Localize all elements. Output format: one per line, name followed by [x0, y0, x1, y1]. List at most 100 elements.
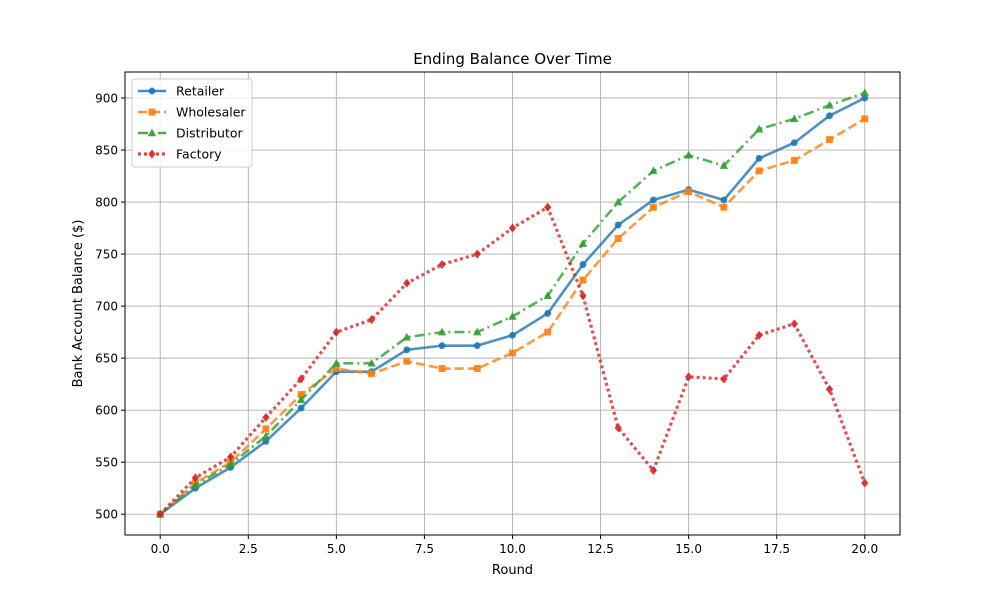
data-point-distributor [226, 459, 235, 468]
data-point-factory [825, 384, 834, 394]
data-point-wholesaler [755, 167, 763, 175]
data-point-distributor [578, 239, 588, 247]
data-point-factory [544, 202, 552, 212]
data-point-factory [684, 372, 693, 382]
data-point-factory [790, 319, 799, 329]
data-point-retailer [826, 112, 833, 120]
legend-marker-distributor [147, 128, 157, 137]
data-point-wholesaler [790, 156, 798, 164]
x-axis: 0.0 2.5 5.0 7.5 10.0 12.5 15.0 17.5 20.0 [151, 535, 878, 556]
data-point-factory [191, 473, 200, 483]
y-axis: 500 550 600 650 700 750 800 850 900 [95, 92, 125, 522]
series-factory [156, 202, 869, 519]
data-point-wholesaler [614, 235, 622, 242]
data-point-distributor [649, 166, 658, 175]
data-point-distributor [543, 291, 552, 299]
data-point-retailer [297, 404, 305, 412]
x-tick-label: 7.5 [415, 542, 434, 556]
data-point-factory [861, 478, 869, 488]
data-point-distributor [296, 395, 306, 403]
data-point-distributor [860, 88, 869, 97]
legend-item-wholesaler: Wholesaler [138, 105, 246, 120]
legend-marker-wholesaler [148, 108, 156, 116]
data-point-factory [438, 259, 446, 270]
y-axis-label: Bank Account Balance ($) [71, 220, 86, 388]
legend-box [131, 78, 253, 168]
data-point-retailer [649, 196, 657, 204]
legend-label-wholesaler: Wholesaler [176, 105, 246, 120]
data-point-wholesaler [262, 425, 270, 433]
data-point-factory [508, 223, 517, 233]
data-point-retailer [614, 221, 622, 229]
x-tick-label: 0.0 [151, 542, 170, 556]
x-tick-label: 17.5 [763, 542, 790, 556]
data-point-wholesaler [685, 188, 693, 196]
y-tick-label: 550 [95, 456, 118, 470]
y-tick-label: 650 [95, 352, 118, 366]
data-point-factory [297, 374, 305, 384]
data-point-wholesaler [368, 370, 376, 378]
data-point-distributor [613, 197, 623, 206]
data-point-distributor [825, 100, 834, 109]
data-point-factory [720, 374, 728, 384]
data-point-retailer [755, 154, 763, 162]
data-point-distributor [437, 327, 447, 336]
series-line-wholesaler [159, 117, 866, 516]
data-point-wholesaler [544, 328, 552, 336]
data-point-wholesaler [509, 349, 516, 357]
x-tick-label: 20.0 [851, 542, 878, 556]
legend-item-distributor: Distributor [138, 126, 244, 141]
data-point-factory [332, 327, 341, 337]
data-point-wholesaler [403, 357, 411, 365]
data-point-factory [226, 452, 235, 462]
data-point-factory [367, 315, 376, 325]
data-point-distributor [261, 431, 271, 440]
data-point-wholesaler [579, 276, 587, 284]
y-tick-label: 600 [95, 404, 118, 418]
data-point-retailer [509, 331, 516, 339]
data-point-retailer [473, 342, 481, 350]
y-tick-label: 900 [95, 92, 118, 106]
data-point-distributor [508, 311, 517, 320]
y-tick-label: 500 [95, 508, 118, 522]
data-point-retailer [438, 342, 446, 350]
data-point-distributor [191, 480, 200, 489]
series-layer [156, 88, 869, 519]
data-point-factory [156, 509, 164, 519]
data-point-distributor [473, 327, 482, 336]
y-tick-label: 700 [95, 300, 118, 314]
x-tick-label: 2.5 [239, 542, 258, 556]
legend-marker-retailer [148, 87, 156, 95]
x-tick-label: 5.0 [327, 542, 346, 556]
data-point-distributor [402, 332, 412, 341]
x-tick-label: 12.5 [587, 542, 614, 556]
legend-label-retailer: Retailer [176, 84, 225, 99]
data-point-wholesaler [826, 136, 833, 144]
data-point-factory [614, 423, 622, 433]
data-point-factory [579, 291, 587, 301]
legend-item-retailer: Retailer [138, 84, 225, 99]
x-axis-label: Round [492, 563, 533, 578]
data-point-distributor [790, 114, 799, 123]
data-point-factory [649, 465, 658, 476]
data-point-retailer [790, 139, 798, 147]
data-point-retailer [544, 309, 552, 317]
y-tick-label: 850 [95, 144, 118, 158]
chart-title: Ending Balance Over Time [413, 50, 612, 68]
data-point-distributor [719, 161, 729, 169]
data-point-wholesaler [861, 115, 869, 123]
y-tick-label: 750 [95, 248, 118, 262]
legend-label-factory: Factory [176, 147, 222, 162]
data-point-distributor [754, 124, 764, 133]
data-point-retailer [403, 346, 411, 354]
x-tick-label: 15.0 [675, 542, 702, 556]
data-point-distributor [332, 358, 341, 367]
legend-label-distributor: Distributor [176, 126, 244, 141]
x-tick-label: 10.0 [499, 542, 526, 556]
legend: Retailer Wholesaler Distributor Factory [131, 78, 253, 168]
data-point-wholesaler [473, 365, 481, 372]
data-point-wholesaler [720, 203, 728, 211]
data-point-factory [473, 249, 481, 259]
data-point-distributor [684, 150, 693, 159]
